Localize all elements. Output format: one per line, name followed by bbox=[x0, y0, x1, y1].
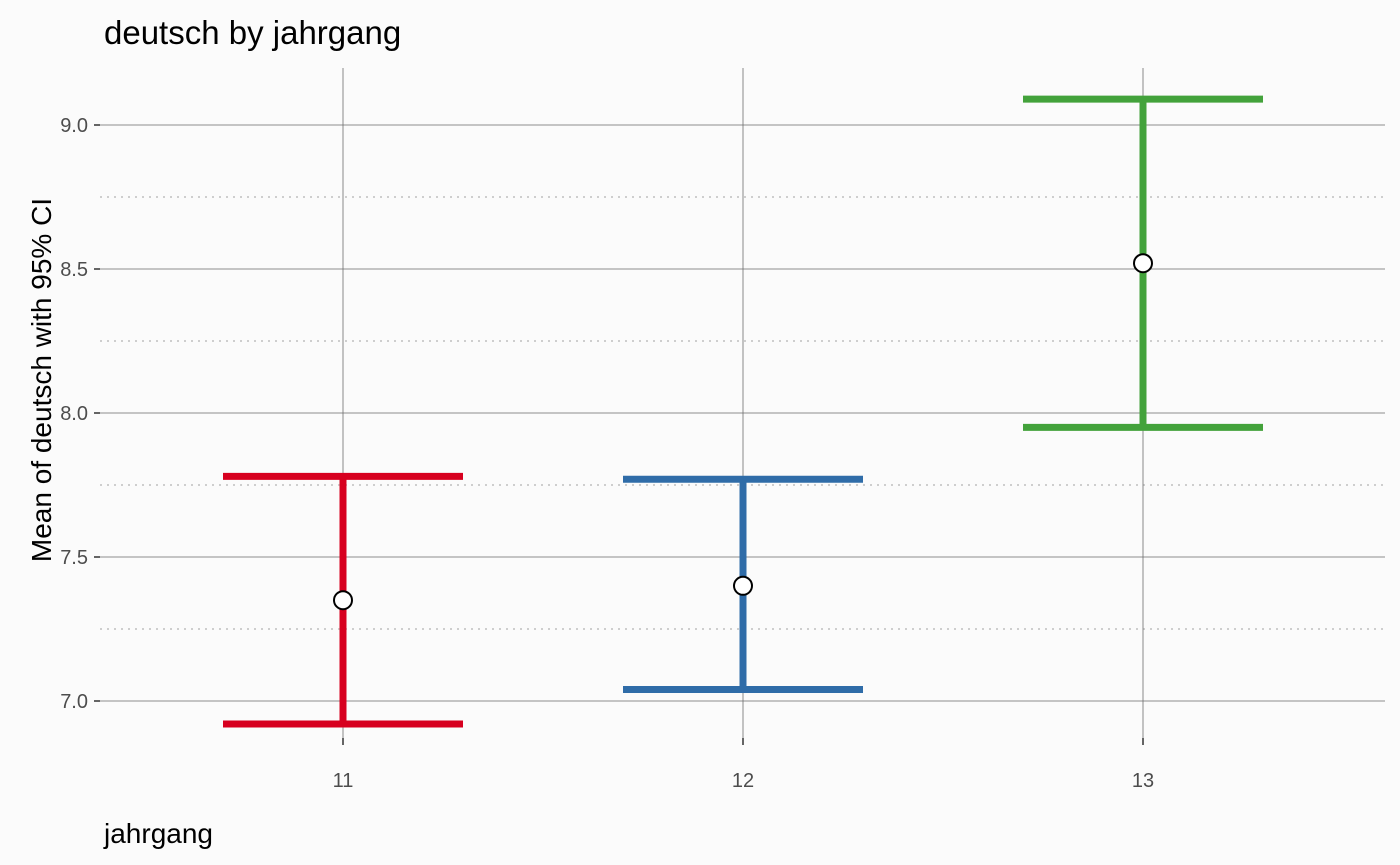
y-tick-label: 7.5 bbox=[60, 547, 88, 569]
x-axis-label: jahrgang bbox=[104, 818, 213, 849]
chart-title: deutsch by jahrgang bbox=[104, 14, 402, 51]
x-tick-label: 13 bbox=[1132, 770, 1154, 792]
y-tick-label: 8.5 bbox=[60, 259, 88, 281]
y-tick-label: 7.0 bbox=[60, 691, 88, 713]
y-tick-label: 9.0 bbox=[60, 115, 88, 137]
y-tick-label: 8.0 bbox=[60, 403, 88, 425]
x-tick-label: 12 bbox=[732, 770, 754, 792]
mean-point-13 bbox=[1133, 253, 1153, 274]
x-tick-label: 11 bbox=[333, 770, 354, 792]
mean-point-12 bbox=[733, 575, 753, 596]
mean-point-11 bbox=[333, 590, 353, 611]
